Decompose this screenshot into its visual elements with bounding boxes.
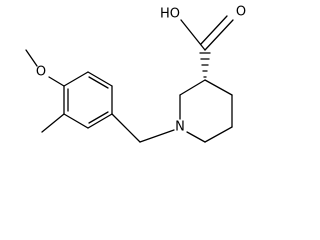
atom-label: O [36, 65, 46, 80]
methyl-bond [41, 113, 65, 133]
atom-label: HO [160, 7, 180, 22]
bond [63, 71, 89, 87]
atom-label: O [236, 5, 246, 20]
bond [204, 79, 233, 96]
double-bond [88, 111, 109, 124]
bond [180, 19, 206, 51]
bond [87, 113, 113, 129]
bond [186, 131, 206, 143]
methyl-bond [25, 49, 38, 67]
bond [204, 126, 233, 143]
benzene-ring [63, 71, 113, 129]
bond [87, 71, 113, 87]
bond [139, 129, 175, 143]
atom-label: N [175, 120, 185, 135]
double-bond [88, 76, 109, 89]
bond [111, 113, 141, 143]
bond [179, 79, 206, 96]
double-bond [200, 15, 228, 45]
hashed-wedge [199, 52, 211, 78]
piperidine-ring [179, 79, 233, 143]
structure: HO O N O [25, 5, 246, 143]
bond [204, 19, 234, 51]
bond [48, 76, 65, 87]
page: HO O N O (() => { const data = JSON.pars… [25, 4, 247, 143]
bond [63, 113, 89, 129]
